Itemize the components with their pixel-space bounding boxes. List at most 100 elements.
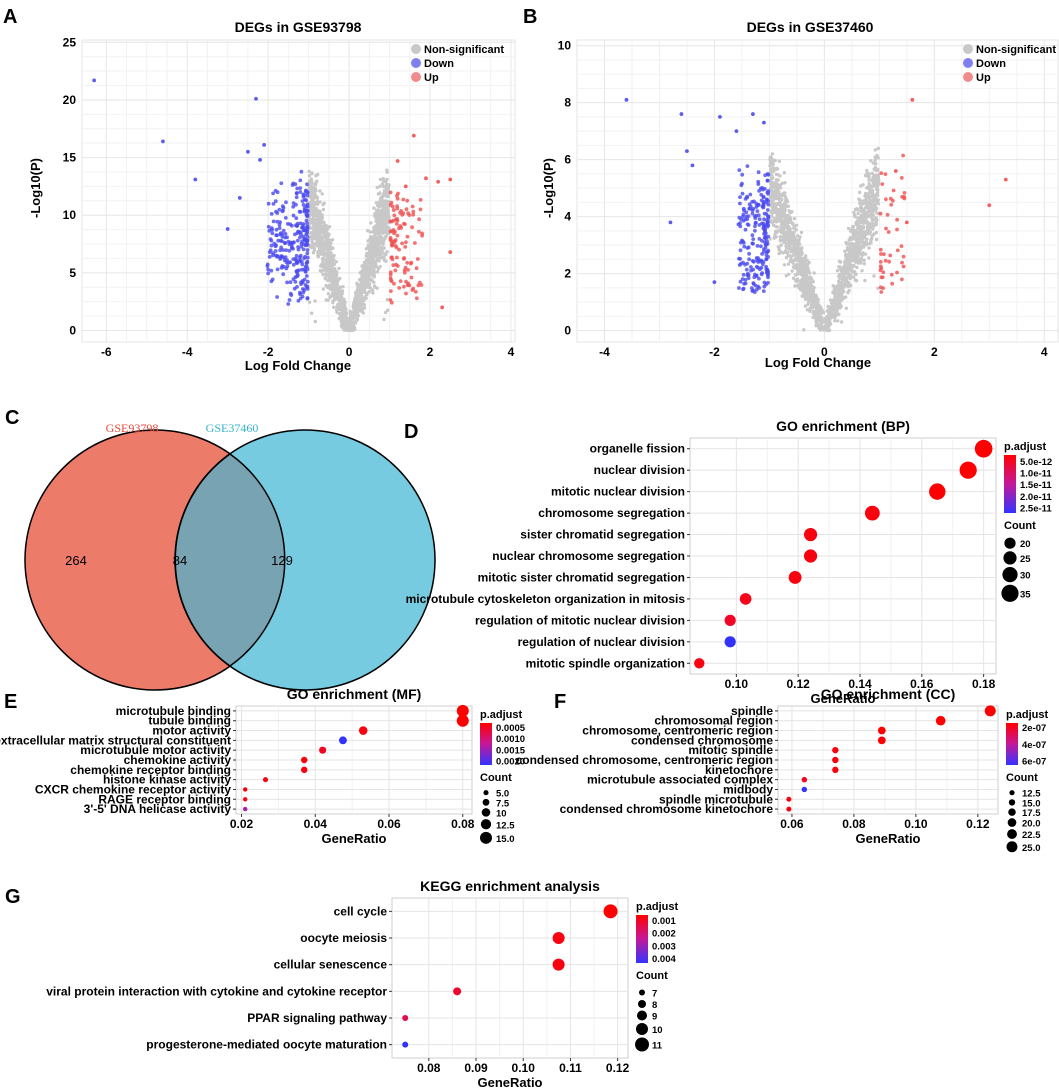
point-ns [795,271,800,276]
point-ns [873,158,877,162]
point-up [883,172,888,177]
point-ns [315,210,320,214]
point-down [743,227,748,232]
point-ns [844,240,848,245]
point-ns [321,272,325,277]
point-ns [375,239,379,243]
point-up [889,272,894,277]
point-ns [853,259,857,263]
point-ns [864,243,869,247]
point-ns [788,246,792,250]
point-ns [850,225,855,229]
point-up [389,289,393,293]
point-ns [311,213,316,217]
size-legend-dot [1002,567,1018,583]
legend-key-up [411,72,421,82]
y-tick-label: 20 [63,93,77,107]
point-ns [800,272,804,276]
point-down [734,129,739,134]
point-down [757,237,762,241]
size-legend-label: 20.0 [1022,819,1041,830]
point-ns [313,217,317,222]
point-ns [374,201,378,205]
point-down [288,280,293,285]
point-down [266,271,271,276]
point-up [881,270,886,275]
dot [300,766,308,774]
point-down [291,213,296,218]
point-down [275,295,279,299]
point-ns [340,300,344,304]
point-ns [779,250,783,254]
y-axis-label: -Log10(P) [28,158,43,218]
point-up [901,153,905,158]
point-up [416,283,421,288]
point-ns [870,191,875,196]
point-ns [831,290,835,295]
point-ns [864,196,868,200]
point-ns [323,276,327,280]
dot [552,958,565,971]
category-label: regulation of nuclear division [518,635,685,649]
category-label: spindle microtubule [659,792,773,806]
point-down [750,208,755,213]
point-ns [841,274,846,279]
point-down [749,268,753,273]
point-down [624,97,629,102]
point-up [885,212,890,217]
point-ns [832,303,836,308]
colorbar-tick-label: 0.003 [652,941,676,952]
point-up [411,286,416,291]
point-ns [316,244,320,248]
point-ns [783,195,788,199]
x-tick-label: 0 [346,345,353,359]
point-ns [384,179,388,184]
point-ns [329,245,333,250]
x-tick-label: 0.12 [966,817,990,831]
point-down [296,245,300,249]
point-ns [772,204,776,208]
point-ns [869,159,873,163]
point-ns [863,214,867,218]
category-label: progesterone-mediated oocyte maturation [146,1038,387,1052]
panel-label-f: F [554,691,566,713]
point-down [304,188,308,193]
point-up [388,190,393,195]
point-ns [829,301,834,305]
point-ns [797,267,801,271]
point-down [750,211,755,216]
point-ns [370,288,375,292]
point-ns [359,295,363,299]
size-legend-label: 20 [1020,539,1031,550]
point-down [303,254,307,259]
point-ns [844,252,848,257]
dot [832,766,839,774]
point-down [270,277,275,282]
point-ns [808,275,812,279]
point-up [440,305,445,310]
dot [262,777,269,783]
point-ns [349,319,354,323]
point-ns [381,251,385,255]
point-down [305,251,310,256]
point-up [414,296,419,301]
point-ns [381,193,385,197]
point-ns [832,315,837,320]
point-ns [783,249,788,253]
category-label: PPAR signaling pathway [247,1011,387,1025]
point-up [902,191,907,195]
x-tick-label: 2 [931,345,938,359]
point-ns [851,275,856,279]
point-ns [837,265,841,269]
point-ns [385,297,389,302]
point-ns [383,310,388,315]
point-ns [813,316,817,320]
dot [724,614,736,626]
chart-title: DEGs in GSE37460 [747,19,874,35]
point-ns [326,237,330,241]
point-up [410,204,415,209]
point-ns [776,211,781,215]
point-ns [365,272,369,277]
x-tick-label: 0.11 [559,1061,582,1075]
point-ns [366,265,370,269]
